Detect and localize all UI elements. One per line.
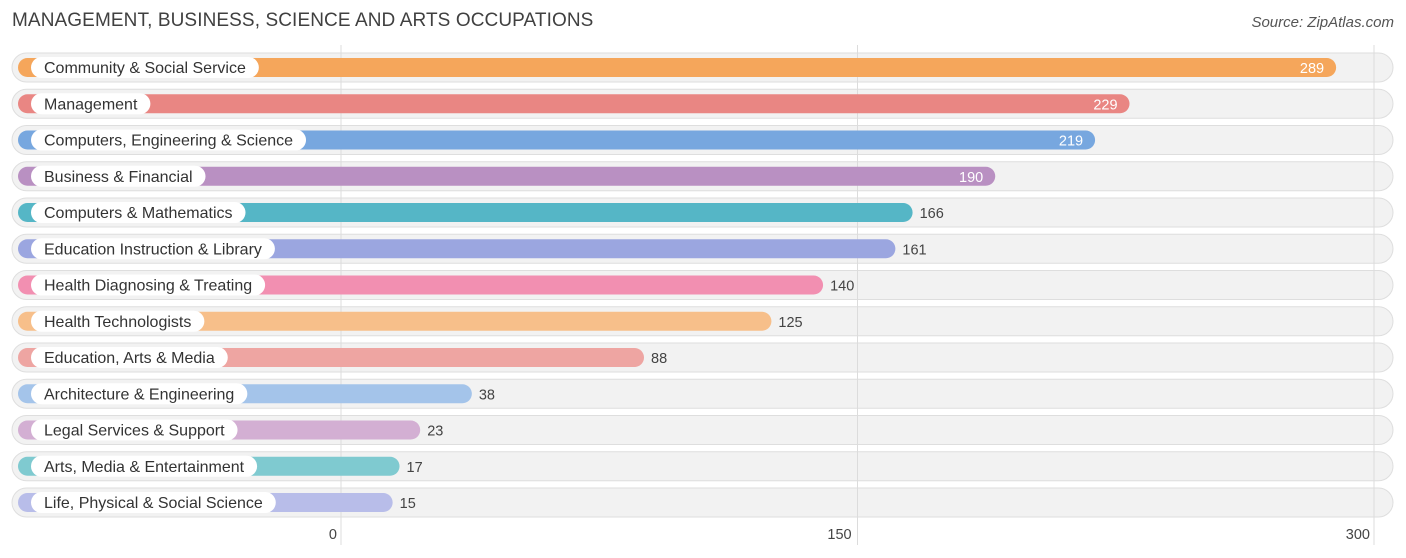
category-label-pill — [31, 347, 228, 368]
bar-group: Business & Financial 190 — [18, 165, 996, 187]
category-label-pill — [31, 419, 238, 441]
bar-group: Life, Physical & Social Science 15 — [18, 492, 416, 513]
bar-group: Health Technologists 125 — [18, 310, 803, 332]
value-label: 166 — [920, 206, 944, 222]
bar-group: Community & Social Service 289 — [18, 57, 1337, 78]
category-label-pill — [31, 383, 248, 405]
category-label: Education, Arts & Media — [44, 350, 215, 367]
category-label: Architecture & Engineering — [44, 386, 234, 403]
x-axis-ticks: 0 150 300 — [329, 527, 1370, 543]
value-label: 289 — [1300, 61, 1324, 77]
bar-group: Architecture & Engineering 38 — [18, 383, 495, 405]
category-label-pill — [31, 492, 276, 513]
category-label: Business & Financial — [44, 169, 193, 186]
category-label-pill — [31, 93, 151, 115]
value-label: 229 — [1093, 97, 1117, 113]
category-label: Health Diagnosing & Treating — [44, 278, 252, 295]
category-label: Computers & Mathematics — [44, 205, 233, 222]
value-label: 190 — [959, 170, 983, 186]
bar-group: Legal Services & Support 23 — [18, 419, 443, 441]
bar — [18, 58, 1337, 77]
source-label: Source: ZipAtlas.com — [1251, 14, 1394, 31]
category-label-pill — [31, 238, 275, 260]
category-label-pill — [31, 57, 259, 78]
bar — [18, 166, 996, 186]
category-label-pill — [31, 310, 205, 332]
value-label: 161 — [902, 242, 926, 258]
bar-group: Computers, Engineering & Science 219 — [18, 129, 1096, 151]
bar-group: Education Instruction & Library 161 — [18, 238, 927, 260]
category-label-pill — [31, 202, 246, 223]
bar-group: Education, Arts & Media 88 — [18, 347, 667, 368]
category-label-pill — [31, 165, 206, 187]
chart-title: MANAGEMENT, BUSINESS, SCIENCE AND ARTS O… — [12, 10, 594, 31]
x-tick-label: 0 — [329, 527, 337, 543]
value-label: 219 — [1059, 134, 1083, 150]
bar — [18, 94, 1130, 114]
bar-group: Management 229 — [18, 93, 1130, 115]
value-label: 38 — [479, 387, 495, 403]
category-label: Legal Services & Support — [44, 423, 225, 440]
bar-group: Arts, Media & Entertainment 17 — [18, 455, 423, 477]
category-label-pill — [31, 455, 258, 477]
category-label: Health Technologists — [44, 314, 191, 331]
value-label: 140 — [830, 279, 854, 295]
x-tick-label: 300 — [1346, 527, 1370, 543]
category-label: Community & Social Service — [44, 60, 246, 77]
value-label: 23 — [427, 424, 443, 440]
category-label: Arts, Media & Entertainment — [44, 459, 245, 476]
category-label: Management — [44, 96, 138, 113]
category-label-pill — [31, 129, 307, 151]
value-label: 88 — [651, 351, 667, 367]
x-tick-label: 150 — [827, 527, 851, 543]
bar-group: Health Diagnosing & Treating 140 — [18, 274, 854, 296]
value-label: 125 — [778, 315, 802, 331]
category-label-pill — [31, 274, 266, 296]
category-label: Life, Physical & Social Science — [44, 495, 263, 512]
bar-group: Computers & Mathematics 166 — [18, 202, 944, 223]
category-label: Education Instruction & Library — [44, 241, 262, 258]
category-label: Computers, Engineering & Science — [44, 133, 293, 150]
value-label: 15 — [400, 496, 416, 512]
bar — [18, 311, 772, 331]
value-label: 17 — [407, 460, 423, 476]
